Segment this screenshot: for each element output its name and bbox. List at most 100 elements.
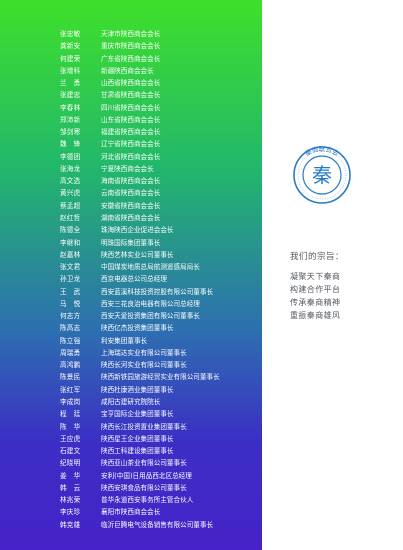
member-name: 林兆荣 bbox=[60, 496, 81, 505]
roster-row: 王 武 西安蓝溪科技投资控股有限公司董事长 bbox=[0, 286, 262, 298]
member-name: 张增科 bbox=[60, 66, 81, 75]
member-title: 山西省陕西商会会长 bbox=[101, 79, 161, 88]
member-title: 陕西长江投资置业集团董事长 bbox=[101, 422, 187, 431]
roster-row: 张红军 陕西杜康酒业集团董事长 bbox=[0, 384, 262, 396]
member-title: 西京电器总公司总经理 bbox=[101, 275, 167, 284]
member-title: 宝亨国际企业集团董事长 bbox=[101, 410, 174, 419]
member-title: 中国煤炭地质总局航测遥感局局长 bbox=[101, 263, 200, 272]
member-title: 安利(中国)日用品西北区总经理 bbox=[101, 471, 192, 480]
member-title: 山东省陕西商会会长 bbox=[101, 115, 161, 124]
roster-row: 李德团 河北省陕西商会会长 bbox=[0, 151, 262, 163]
member-title: 陕西亿杰投资集团董事长 bbox=[101, 324, 174, 333]
creed-line: 构建合作平台 bbox=[290, 285, 341, 294]
roster-row: 陈德全 珠海陕西企业促进会会长 bbox=[0, 224, 262, 236]
member-name: 赵嘉林 bbox=[60, 250, 81, 259]
member-title: 陕西长河实业有限公司董事长 bbox=[101, 361, 187, 370]
member-title: 云南省陕西商会会长 bbox=[101, 189, 161, 198]
member-title: 利安集团董事长 bbox=[101, 336, 148, 345]
member-title: 陕西星王企业集团董事长 bbox=[101, 434, 174, 443]
roster-row: 龚新安 重庆市陕西商会会长 bbox=[0, 40, 262, 52]
member-title: 福建省陕西商会会长 bbox=[101, 128, 161, 137]
roster-row: 张海龙 宁夏陕西商会会长 bbox=[0, 163, 262, 175]
member-name: 郑沛新 bbox=[60, 115, 81, 124]
member-name: 张建忠 bbox=[60, 91, 81, 100]
member-title: 四川省陕西商会会长 bbox=[101, 103, 161, 112]
creed-heading: 我们的宗旨： bbox=[290, 252, 345, 262]
roster-row: 韩 云 陕西安琪食品有限公司董事长 bbox=[0, 482, 262, 494]
member-name: 张文君 bbox=[60, 263, 81, 272]
member-name: 李成岗 bbox=[60, 397, 81, 406]
member-title: 宁夏陕西商会会长 bbox=[101, 164, 154, 173]
member-name: 赵红哲 bbox=[60, 213, 81, 222]
roster-row: 李庆珍 襄阳市陕西商会会长 bbox=[0, 506, 262, 518]
member-name: 张忠敏 bbox=[60, 30, 81, 38]
roster-row: 赵嘉林 陕西艺林实业公司董事长 bbox=[0, 249, 262, 261]
member-title: 海南省陕西商会会长 bbox=[101, 177, 161, 186]
emblem-inner-ring bbox=[302, 155, 342, 195]
member-name: 石建文 bbox=[60, 447, 81, 456]
roster-row: 韩克雄 临沂巨腾电气设备销售有限公司董事长 bbox=[0, 519, 262, 531]
member-name: 孙卫龙 bbox=[60, 275, 81, 284]
member-name: 李德团 bbox=[60, 152, 81, 161]
roster-row: 何志方 西安天爱投资集团有限公司董事长 bbox=[0, 310, 262, 322]
member-name: 马 悦 bbox=[60, 299, 81, 308]
member-title: 陕西新铁园旅游经贸实业有限公司董事长 bbox=[101, 373, 220, 382]
roster-row: 陈景民 陕西新铁园旅游经贸实业有限公司董事长 bbox=[0, 371, 262, 383]
member-title: 甘肃省陕西商会会长 bbox=[101, 91, 161, 100]
member-name: 张红军 bbox=[60, 385, 81, 394]
roster-row: 张忠敏 天津市陕西商会会长 bbox=[0, 28, 262, 40]
member-name: 李春林 bbox=[60, 103, 81, 112]
member-title: 天津市陕西商会会长 bbox=[101, 30, 161, 38]
member-name: 高鸿鹏 bbox=[60, 361, 81, 370]
member-title: 陕西安琪食品有限公司董事长 bbox=[101, 483, 187, 492]
member-name: 陈 华 bbox=[60, 422, 81, 431]
roster-row: 李成岗 咸阳古建研究院院长 bbox=[0, 396, 262, 408]
roster-row: 李继和 明珠国际集团董事长 bbox=[0, 237, 262, 249]
member-name: 韩 云 bbox=[60, 483, 81, 492]
member-name: 陈高志 bbox=[60, 324, 81, 333]
association-emblem: 秦商联合会 秦 bbox=[293, 145, 351, 204]
member-title: 明珠国际集团董事长 bbox=[101, 238, 161, 247]
member-name: 王应虎 bbox=[60, 434, 81, 443]
member-title: 陕西杜康酒业集团董事长 bbox=[101, 385, 174, 394]
member-title: 陕西艺林实业公司董事长 bbox=[101, 250, 174, 259]
member-title: 西安蓝溪科技投资控股有限公司董事长 bbox=[101, 287, 214, 296]
member-name: 黄兴虎 bbox=[60, 189, 81, 198]
member-title: 陕西工科建设集团董事长 bbox=[101, 447, 174, 456]
member-roster: 张忠敏 天津市陕西商会会长 龚新安 重庆市陕西商会会长 何建荣 广东省陕西商会会长 张增科 新… bbox=[0, 28, 262, 531]
roster-row: 蔡孟超 安徽省陕西商会会长 bbox=[0, 200, 262, 212]
roster-row: 张文君 中国煤炭地质总局航测遥感局局长 bbox=[0, 261, 262, 273]
roster-row: 陈高志 陕西亿杰投资集团董事长 bbox=[0, 322, 262, 334]
creed-line: 传承秦商精神 bbox=[290, 298, 341, 307]
roster-row: 何建荣 广东省陕西商会会长 bbox=[0, 53, 262, 65]
roster-row: 王应虎 陕西星王企业集团董事长 bbox=[0, 433, 262, 445]
roster-row: 黄兴虎 云南省陕西商会会长 bbox=[0, 187, 262, 199]
member-name: 何志方 bbox=[60, 312, 81, 321]
member-title: 辽宁省陕西商会会长 bbox=[101, 140, 161, 149]
member-name: 龚新安 bbox=[60, 42, 81, 51]
member-title: 重庆市陕西商会会长 bbox=[101, 42, 161, 51]
member-title: 陕西亚山茶业有限公司董事长 bbox=[101, 459, 187, 468]
member-title: 西安天爱投资集团有限公司董事长 bbox=[101, 312, 200, 321]
roster-row: 周瑞勇 上海瑞达实业有限公司董事长 bbox=[0, 347, 262, 359]
member-title: 西安三花良治电器有限公司总经理 bbox=[101, 299, 200, 308]
member-name: 程 廷 bbox=[60, 410, 81, 419]
roster-row: 姜 华 安利(中国)日用品西北区总经理 bbox=[0, 470, 262, 482]
member-name: 陈立强 bbox=[60, 336, 81, 345]
member-title: 湖南省陕西商会会长 bbox=[101, 213, 161, 222]
roster-row: 孙卫龙 西京电器总公司总经理 bbox=[0, 273, 262, 285]
roster-row: 石建文 陕西工科建设集团董事长 bbox=[0, 445, 262, 457]
member-title: 临沂巨腾电气设备销售有限公司董事长 bbox=[101, 520, 214, 529]
member-name: 蔡孟超 bbox=[60, 201, 81, 210]
roster-row: 赵红哲 湖南省陕西商会会长 bbox=[0, 212, 262, 224]
member-name: 张海龙 bbox=[60, 164, 81, 173]
roster-row: 魏 锋 辽宁省陕西商会会长 bbox=[0, 138, 262, 150]
member-name: 魏 锋 bbox=[60, 140, 81, 149]
member-name: 兰 勇 bbox=[60, 79, 81, 88]
member-title: 普华永道西安事务所主管合伙人 bbox=[101, 496, 194, 505]
member-name: 李继和 bbox=[60, 238, 81, 247]
roster-row: 张建忠 甘肃省陕西商会会长 bbox=[0, 89, 262, 101]
member-name: 李庆珍 bbox=[60, 508, 81, 517]
member-title: 广东省陕西商会会长 bbox=[101, 54, 161, 63]
member-name: 高文选 bbox=[60, 177, 81, 186]
